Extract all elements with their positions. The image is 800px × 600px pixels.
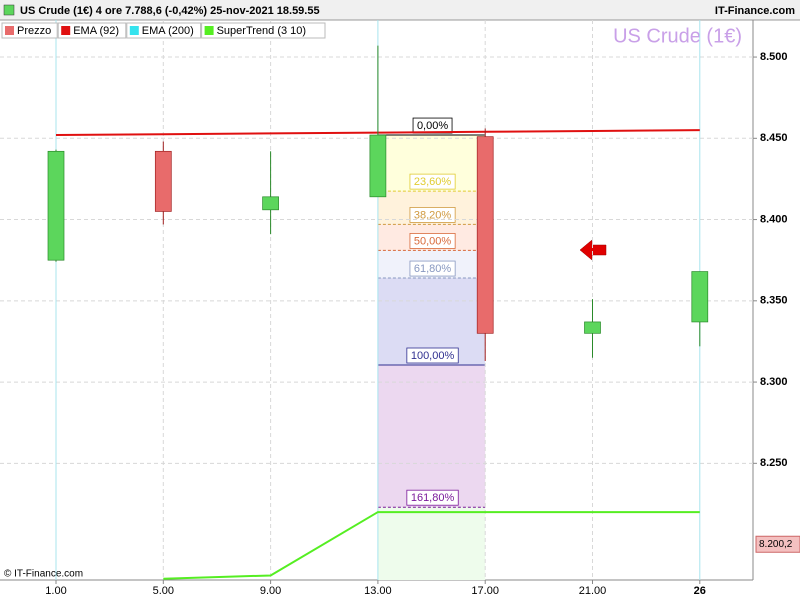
legend-item-box: [57, 22, 127, 39]
fib-label-box: [406, 347, 459, 364]
candle-body: [584, 321, 601, 334]
y-tick-label: 8.500: [760, 51, 788, 63]
header-icon: [3, 4, 15, 16]
legend-label: SuperTrend (3 10): [217, 25, 306, 37]
fib-label: 50,00%: [414, 235, 452, 247]
candle-body: [262, 196, 279, 211]
legend-item-box: [201, 22, 326, 39]
copyright: © IT-Finance.com: [4, 569, 83, 580]
legend-label: EMA (92): [73, 25, 119, 37]
fib-zone: [377, 507, 486, 580]
legend-swatch: [5, 26, 14, 35]
indicator-line: [163, 511, 700, 580]
fib-label-box: [409, 260, 456, 277]
legend-swatch: [129, 26, 139, 35]
candle-body: [691, 271, 709, 323]
header-brand: IT-Finance.com: [715, 5, 795, 17]
fib-label: 38,20%: [414, 209, 452, 221]
fib-label: 0,00%: [417, 120, 448, 132]
fib-label-box: [409, 173, 456, 190]
x-tick-label: 13.00: [364, 585, 392, 597]
fib-label-box: [409, 207, 456, 223]
legend-label: EMA (200): [142, 25, 194, 37]
y-tick-label: 8.250: [760, 457, 788, 469]
x-tick-label: 26: [694, 585, 706, 597]
legend-item-box: [126, 22, 202, 39]
legend: Prezzo EMA (92) EMA (200) SuperTrend (3 10): [1, 22, 326, 39]
header-title: US Crude (1€) 4 ore 7.788,6 (-0,42%) 25-…: [20, 5, 320, 17]
last-price-label: 8.200,2: [759, 539, 793, 550]
legend-item-box: [1, 22, 58, 39]
candle-body: [369, 134, 387, 198]
x-tick-label: 9.00: [260, 585, 281, 597]
candle-body: [154, 150, 172, 212]
fib-label: 23,60%: [414, 176, 452, 188]
x-tick-label: 17.00: [471, 585, 499, 597]
y-tick-label: 8.400: [760, 213, 788, 225]
plot-area: 0,00% 23,60% 38,20% 50,00% 61,80% 100,00% 161,…: [0, 20, 753, 580]
fib-label: 61,80%: [414, 263, 452, 275]
fib-label: 161,80%: [411, 492, 455, 504]
y-tick-label: 8.300: [760, 376, 788, 388]
legend-swatch: [204, 26, 214, 35]
x-tick-label: 5.00: [153, 585, 174, 597]
legend-swatch: [61, 26, 71, 35]
legend-label: Prezzo: [17, 25, 51, 37]
x-tick-label: 1.00: [45, 585, 66, 597]
fib-layer: 0,00% 23,60% 38,20% 50,00% 61,80% 100,00% 161,…: [377, 117, 486, 580]
fib-label-box: [406, 489, 459, 506]
last-price-box: [755, 535, 800, 553]
header-bar: [0, 0, 800, 20]
x-tick-label: 21.00: [579, 585, 607, 597]
fib-zone: [377, 365, 486, 508]
fib-label: 100,00%: [411, 350, 455, 362]
candle-body: [476, 136, 494, 334]
candle-body: [47, 150, 65, 261]
y-tick-label: 8.450: [760, 132, 788, 144]
fib-label-box: [409, 233, 456, 249]
y-tick-label: 8.350: [760, 295, 788, 307]
watermark-title: US Crude (1€): [613, 25, 742, 47]
